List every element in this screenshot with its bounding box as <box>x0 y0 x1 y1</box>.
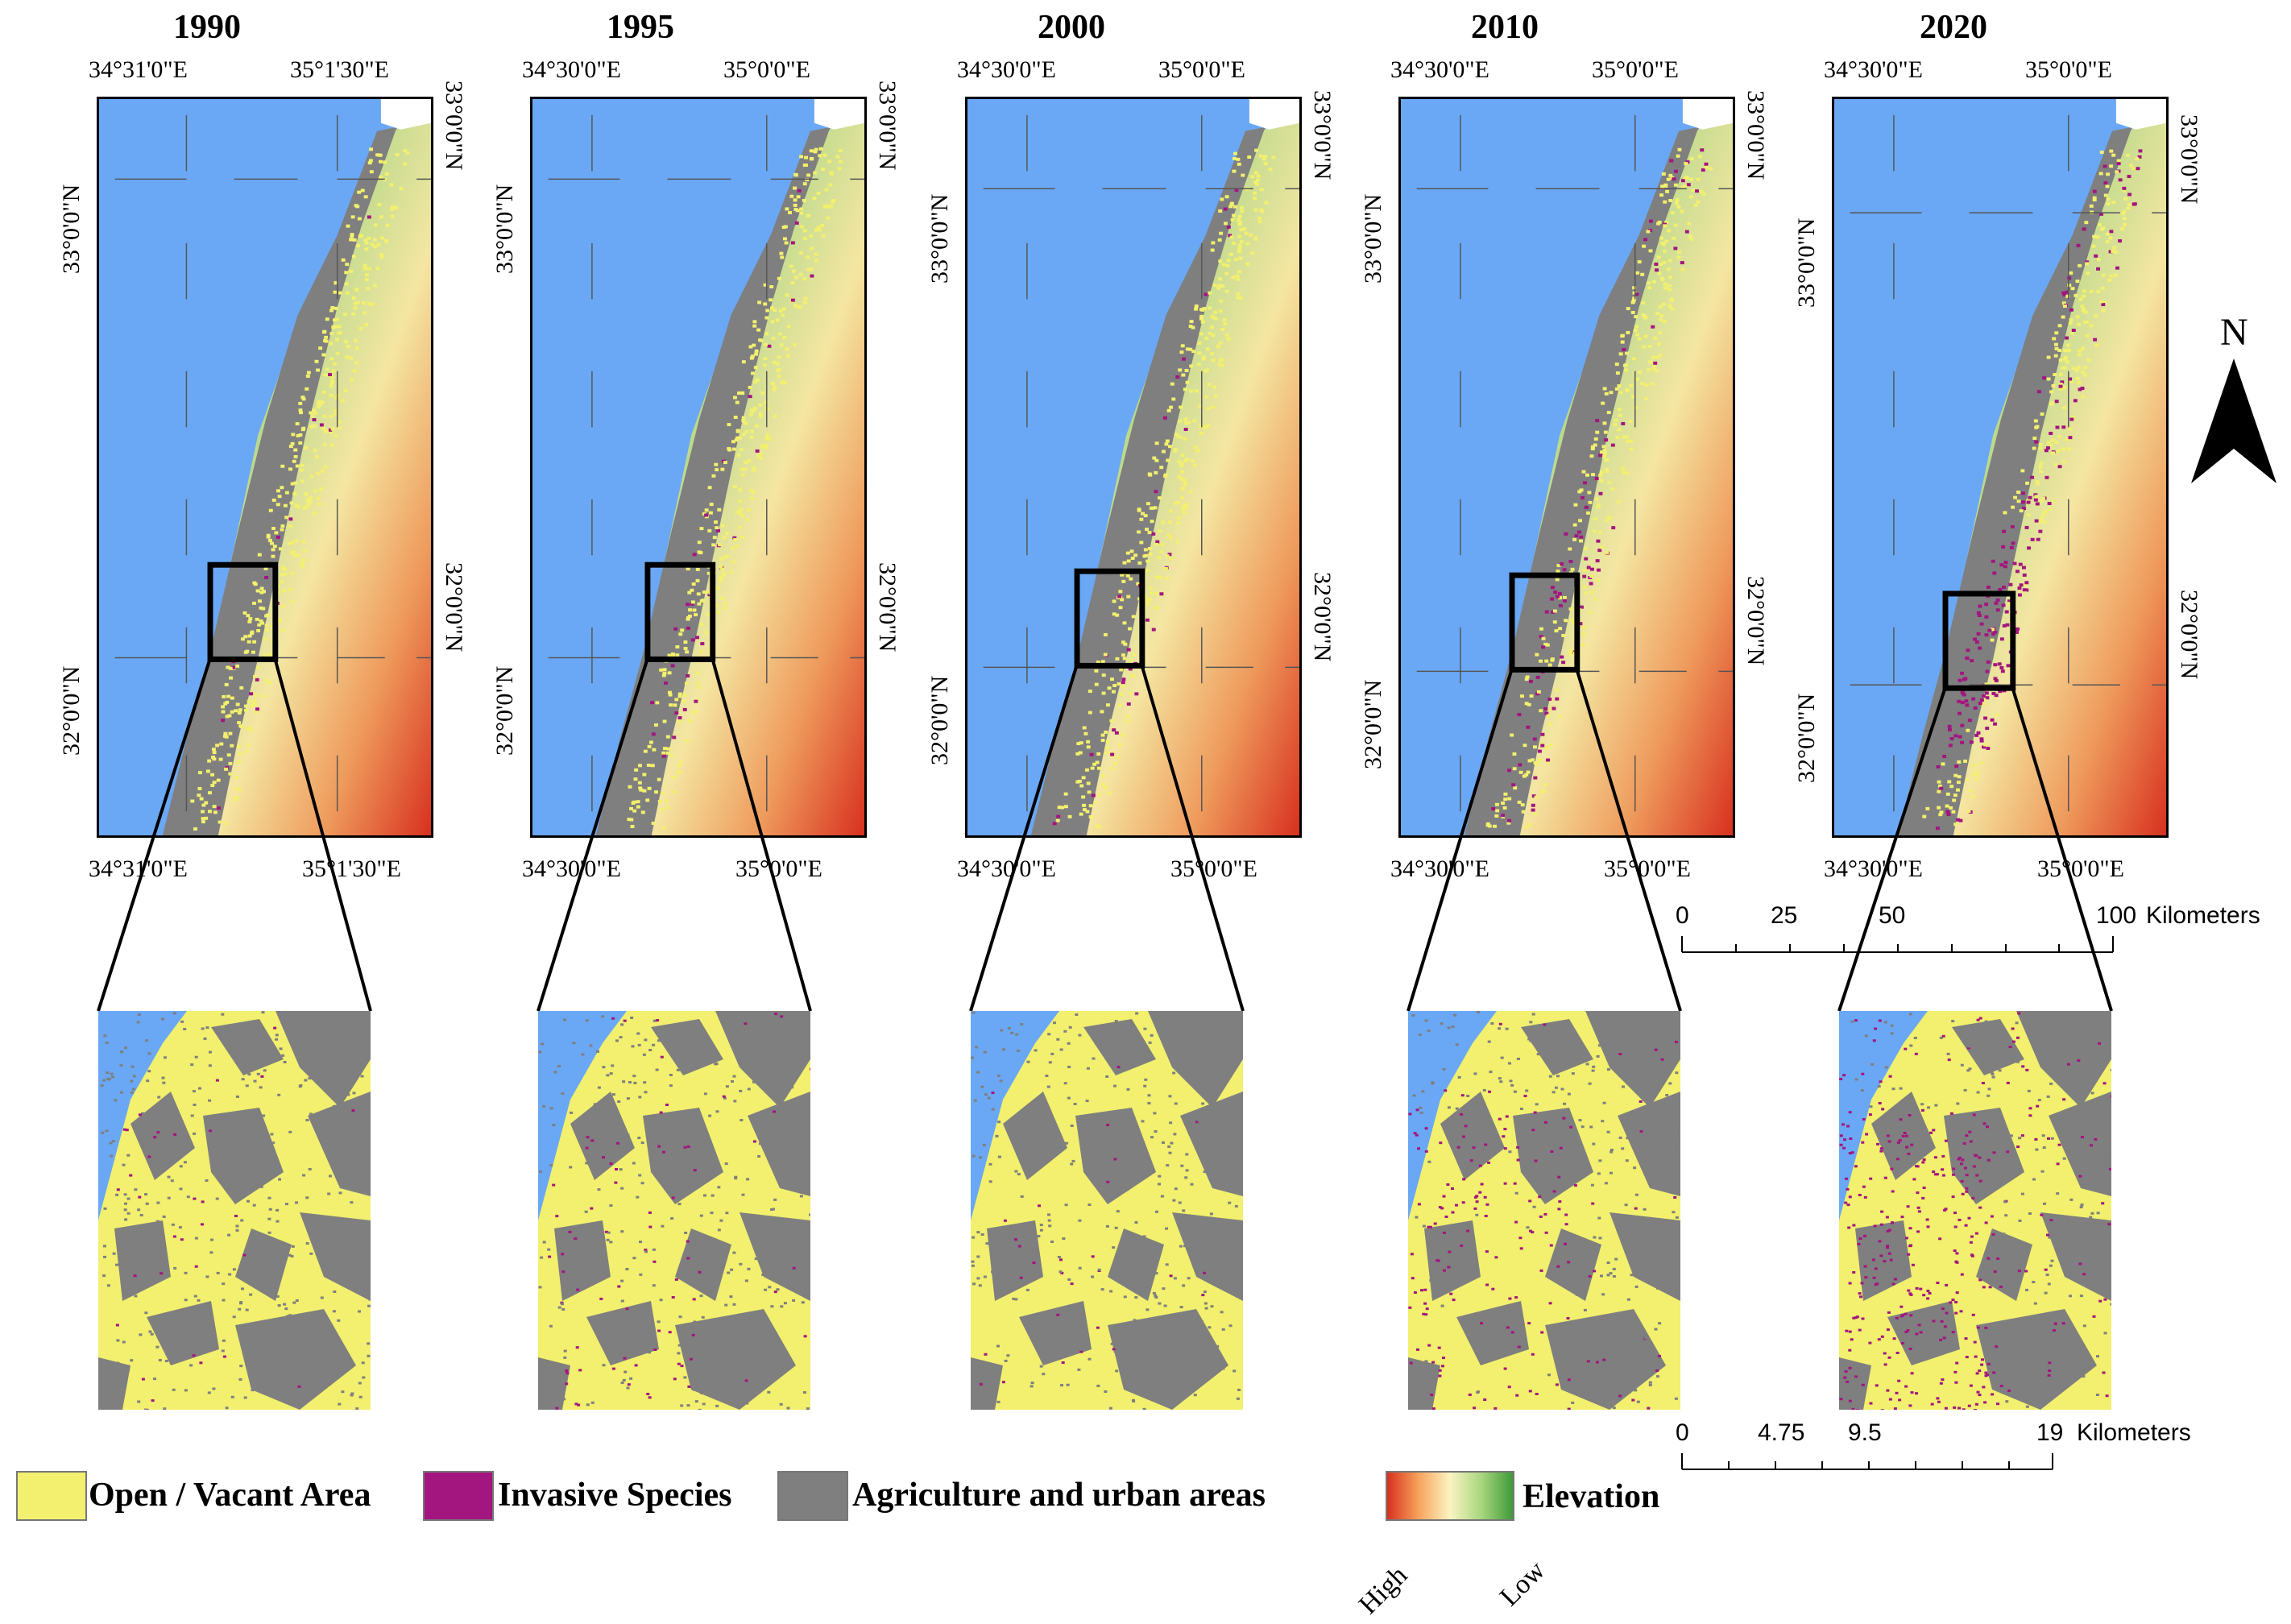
lat-right-bottom-1995: 32°0'0"N <box>874 562 901 652</box>
lat-left-top-1990: 33°0'0"N <box>58 184 85 274</box>
scale-small-tick-0: 0 <box>1676 1419 1689 1446</box>
lon-top-right-2000: 35°0'0"E <box>1158 56 1245 83</box>
map-panel-2010 <box>1398 97 1735 838</box>
legend-label-invasive: Invasive Species <box>498 1477 732 1514</box>
lon-bottom-left-2010: 34°30'0"E <box>1390 856 1489 882</box>
lat-left-bottom-2010: 32°0'0"N <box>1360 679 1386 769</box>
lon-bottom-right-1990: 35°1'30"E <box>302 856 401 882</box>
lat-right-top-2000: 33°0'0"N <box>1309 90 1336 180</box>
lon-bottom-left-1995: 34°30'0"E <box>522 856 621 882</box>
lon-top-right-2010: 35°0'0"E <box>1592 56 1679 83</box>
lon-top-left-2020: 34°30'0"E <box>1824 56 1923 83</box>
legend-swatch-invasive <box>423 1471 494 1521</box>
legend-swatch-agri-urban <box>777 1471 848 1521</box>
map-panel-2020 <box>1832 97 2169 838</box>
legend-elevation-ramp <box>1386 1471 1514 1521</box>
lat-right-top-2010: 33°0'0"N <box>1742 90 1769 180</box>
north-label: N <box>2220 311 2248 354</box>
lat-right-bottom-2000: 32°0'0"N <box>1309 572 1336 662</box>
map-panel-1990 <box>97 97 433 838</box>
zoom-panel-2000 <box>971 1011 1243 1410</box>
lon-top-right-1995: 35°0'0"E <box>723 56 810 83</box>
coastal-urban-strip <box>1897 126 2132 835</box>
year-title-2000: 2000 <box>1038 9 1105 46</box>
lat-left-top-2000: 33°0'0"N <box>926 193 953 284</box>
scale-small-tick-9-5: 9.5 <box>1848 1419 1882 1446</box>
lon-bottom-right-2010: 35°0'0"E <box>1604 856 1691 882</box>
lon-top-left-2000: 34°30'0"E <box>957 56 1056 83</box>
zoom-extent-box <box>644 561 716 662</box>
zoom-extent-box <box>1074 568 1146 669</box>
zoom-extent-box <box>1942 590 2016 691</box>
north-arrow: N <box>2190 310 2278 503</box>
lon-bottom-left-2000: 34°30'0"E <box>957 856 1056 882</box>
scale-small-bar <box>1681 1453 2053 1470</box>
lat-left-top-1995: 33°0'0"N <box>491 184 518 274</box>
year-title-2020: 2020 <box>1920 9 1987 46</box>
lon-top-right-2020: 35°0'0"E <box>2025 56 2112 83</box>
zoom-panel-2020 <box>1839 1011 2111 1410</box>
lat-left-top-2010: 33°0'0"N <box>1360 193 1386 284</box>
lon-bottom-right-2020: 35°0'0"E <box>2037 856 2124 882</box>
scale-large-tick-25: 25 <box>1771 902 1798 929</box>
zoom-extent-box <box>207 561 279 662</box>
scale-bar-small: 0 4.75 9.5 19 Kilometers <box>1676 1419 2191 1484</box>
year-title-1995: 1995 <box>607 9 674 46</box>
scale-large-tick-100: 100 <box>2096 902 2137 929</box>
lat-right-top-1990: 33°0'0"N <box>441 81 467 171</box>
lon-top-left-1990: 34°31'0"E <box>89 56 188 83</box>
scale-small-tick-4-75: 4.75 <box>1758 1419 1805 1446</box>
zoom-extent-box <box>1509 572 1580 673</box>
map-panel-2000 <box>965 97 1302 838</box>
legend-label-open: Open / Vacant Area <box>89 1477 371 1514</box>
lat-left-bottom-2020: 32°0'0"N <box>1793 693 1820 783</box>
map-panel-1995 <box>530 97 867 838</box>
lat-right-top-1995: 33°0'0"N <box>874 81 901 171</box>
north-arrow-icon <box>2191 358 2276 483</box>
lat-right-bottom-1990: 32°0'0"N <box>441 562 467 652</box>
lon-bottom-left-1990: 34°31'0"E <box>89 856 188 882</box>
lon-bottom-right-1995: 35°0'0"E <box>735 856 822 882</box>
legend-label-low: Low <box>1494 1555 1552 1613</box>
zoom-panel-1990 <box>98 1011 371 1410</box>
legend-label-high: High <box>1353 1560 1414 1621</box>
lat-left-top-2020: 33°0'0"N <box>1793 218 1820 308</box>
scale-large-bar <box>1681 936 2114 953</box>
lat-left-bottom-2000: 32°0'0"N <box>926 675 953 765</box>
lon-top-right-1990: 35°1'30"E <box>290 56 389 83</box>
lat-right-bottom-2020: 32°0'0"N <box>2176 590 2202 680</box>
scale-small-unit: Kilometers <box>2077 1419 2191 1446</box>
legend-label-elevation: Elevation <box>1522 1478 1660 1515</box>
legend-label-agri-urban: Agriculture and urban areas <box>852 1477 1266 1514</box>
lat-right-bottom-2010: 32°0'0"N <box>1742 576 1769 666</box>
zoom-panel-1995 <box>538 1011 810 1410</box>
scale-large-tick-0: 0 <box>1676 902 1689 929</box>
coastal-urban-strip <box>1030 126 1266 835</box>
year-title-1990: 1990 <box>173 9 241 46</box>
coastal-urban-strip <box>1464 126 1699 835</box>
lon-bottom-left-2020: 34°30'0"E <box>1824 856 1923 882</box>
lat-left-bottom-1995: 32°0'0"N <box>491 665 518 756</box>
year-title-2010: 2010 <box>1471 9 1539 46</box>
lat-left-bottom-1990: 32°0'0"N <box>58 665 85 756</box>
zoom-panel-2010 <box>1408 1011 1680 1410</box>
scale-small-tick-19: 19 <box>2036 1419 2064 1446</box>
scale-large-tick-50: 50 <box>1879 902 1906 929</box>
lon-top-left-2010: 34°30'0"E <box>1390 56 1489 83</box>
lat-right-top-2020: 33°0'0"N <box>2176 114 2202 205</box>
lon-bottom-right-2000: 35°0'0"E <box>1170 856 1257 882</box>
lon-top-left-1995: 34°30'0"E <box>522 56 621 83</box>
scale-large-unit: Kilometers <box>2146 902 2260 929</box>
legend-swatch-open <box>16 1471 87 1521</box>
scale-bar-large: 0 25 50 100 Kilometers <box>1676 902 2260 967</box>
